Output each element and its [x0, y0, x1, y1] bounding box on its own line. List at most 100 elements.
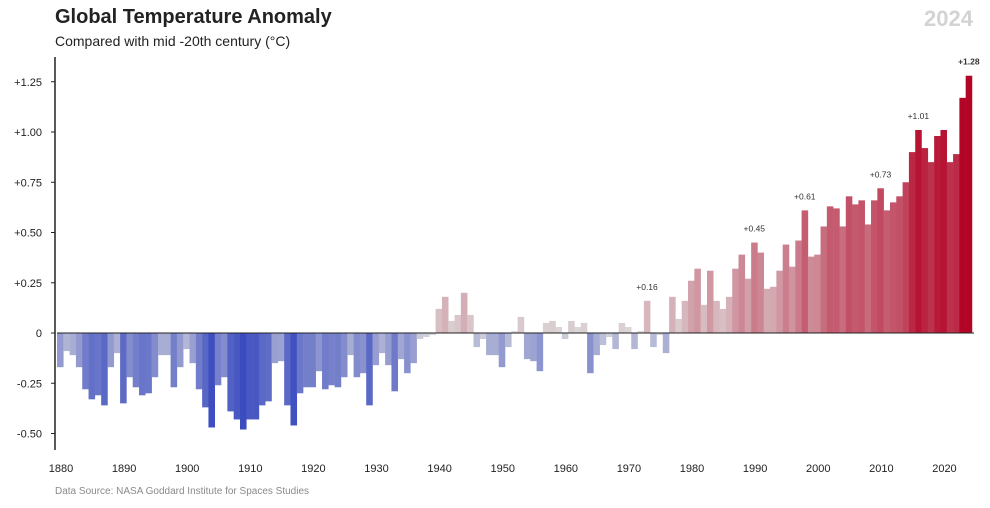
bar-2018 [927, 162, 935, 333]
bar-2021 [946, 162, 954, 333]
bar-1944 [460, 292, 468, 333]
bar-2004 [839, 226, 847, 333]
bar-1881 [63, 333, 70, 352]
bar-1971 [631, 333, 638, 350]
bar-1921 [315, 333, 323, 372]
bar-1984 [713, 300, 720, 333]
bar-1905 [214, 333, 222, 386]
bar-1965 [593, 333, 600, 356]
bar-1950 [498, 333, 506, 368]
bar-1967 [606, 333, 613, 338]
bar-2023 [959, 97, 966, 333]
bar-1981 [694, 268, 701, 333]
bar-1979 [681, 300, 689, 333]
bar-1968 [612, 333, 619, 350]
chart-title: Global Temperature Anomaly [55, 6, 332, 28]
y-tick-label: +1.00 [14, 127, 42, 139]
bar-1991 [757, 252, 765, 333]
bar-1986 [725, 296, 733, 333]
bar-1911 [252, 333, 260, 420]
bar-1936 [410, 333, 417, 364]
bar-1927 [353, 333, 361, 378]
bar-1913 [265, 333, 272, 402]
bar-1934 [397, 333, 405, 360]
bar-1883 [75, 333, 83, 368]
bar-2005 [845, 196, 853, 333]
bar-1942 [448, 320, 455, 333]
bar-2001 [820, 226, 828, 333]
bar-1939 [429, 333, 436, 336]
x-tick-label: 1900 [175, 463, 199, 475]
bar-1931 [378, 333, 386, 354]
bar-1895 [151, 333, 159, 378]
bar-1910 [246, 333, 253, 420]
bar-1949 [492, 333, 499, 356]
bar-2014 [902, 182, 910, 333]
bar-1945 [467, 314, 474, 333]
bar-1882 [69, 333, 77, 356]
bar-1903 [202, 333, 209, 408]
x-tick-label: 1920 [301, 463, 325, 475]
bar-2024 [965, 75, 973, 333]
bar-1980 [688, 280, 695, 333]
bar-1920 [309, 333, 316, 388]
bar-2022 [953, 154, 960, 333]
bar-1976 [662, 333, 670, 354]
x-tick-label: 1910 [238, 463, 262, 475]
bar-1948 [486, 333, 493, 356]
x-tick-label: 1890 [112, 463, 136, 475]
bar-1887 [101, 333, 108, 406]
bar-2015 [908, 152, 916, 333]
y-tick-label: +0.50 [14, 228, 42, 240]
bar-1919 [303, 333, 310, 388]
bar-1935 [404, 333, 411, 374]
bar-2012 [889, 202, 897, 333]
bar-1892 [132, 333, 140, 388]
x-tick-label: 2010 [869, 463, 893, 475]
bar-1890 [120, 333, 127, 404]
bar-2006 [852, 204, 859, 333]
bar-1888 [107, 333, 115, 368]
bar-1988 [738, 254, 746, 333]
x-tick-label: 1950 [490, 463, 514, 475]
bar-1962 [574, 326, 582, 333]
bar-1889 [113, 333, 121, 354]
bar-1952 [511, 330, 518, 333]
y-tick-label: +0.75 [14, 177, 42, 189]
bar-1985 [719, 308, 727, 333]
bar-1907 [227, 333, 234, 412]
bar-1928 [359, 333, 367, 374]
bar-1989 [744, 278, 752, 333]
bar-1898 [170, 333, 178, 388]
x-tick-label: 1940 [427, 463, 451, 475]
bar-1901 [189, 333, 197, 364]
bar-1917 [290, 333, 298, 426]
bar-1900 [183, 333, 190, 350]
bar-1972 [637, 330, 645, 333]
x-tick-label: 1960 [554, 463, 578, 475]
bar-1937 [416, 333, 424, 340]
x-axis-ticks: 1880 1890 1900 1910 1920 1930 1940 1950 1960 1970… [49, 463, 957, 475]
bar-1951 [505, 333, 512, 348]
bar-1930 [372, 333, 380, 366]
bar-1975 [656, 333, 664, 336]
bar-1912 [258, 333, 266, 406]
annotation-1973: +0.16 [636, 282, 658, 292]
y-axis-ticks: -0.50 -0.25 0 +0.25 +0.50 +0.75 +1.00 +1.25 [14, 77, 55, 441]
bar-1896 [157, 333, 165, 356]
bar-1995 [782, 244, 790, 333]
bar-1884 [82, 333, 89, 390]
bar-2000 [814, 254, 821, 333]
bar-1963 [580, 322, 588, 333]
x-tick-label: 1990 [743, 463, 767, 475]
bar-1894 [145, 333, 152, 394]
bar-1933 [391, 333, 399, 392]
bar-1997 [795, 240, 802, 333]
bar-1914 [271, 333, 279, 364]
bar-1998 [801, 210, 809, 333]
bar-2019 [934, 136, 941, 333]
bar-1899 [176, 333, 184, 368]
annotations-group: +0.16 +0.45 +0.61 +0.73 +1.01 +1.28 [636, 57, 980, 292]
bar-1897 [164, 333, 171, 356]
